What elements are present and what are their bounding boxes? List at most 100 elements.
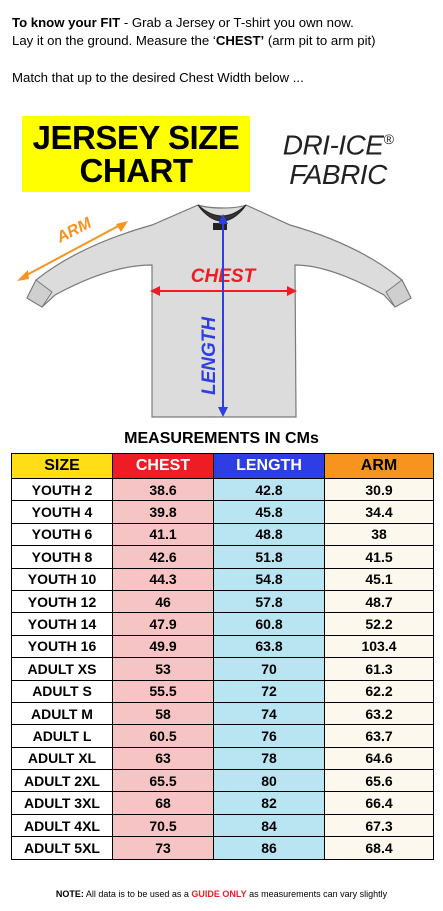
cell-arm: 65.6	[324, 769, 434, 793]
cell-length: 80	[213, 769, 325, 793]
cell-arm: 48.7	[324, 589, 434, 614]
cell-length: 82	[213, 791, 325, 815]
title-line-1: JERSEY SIZE	[32, 119, 240, 156]
cell-length: 70	[213, 657, 325, 681]
cell-arm: 34.4	[324, 500, 434, 524]
table-row: YOUTH 6 41.1 48.8 38	[11, 522, 434, 547]
cell-length: 63.8	[213, 634, 325, 659]
cell-size: ADULT 2XL	[11, 769, 113, 793]
intro-chest-bold: CHEST’	[215, 33, 265, 48]
left-cuff	[26, 279, 53, 308]
table-row: YOUTH 14 47.9 60.8 52.2	[11, 612, 434, 636]
table-row: ADULT XS 53 70 61.3	[11, 657, 434, 681]
cell-chest: 70.5	[112, 813, 214, 838]
intro-text: To know your FIT - Grab a Jersey or T-sh…	[12, 14, 437, 50]
cell-arm: 63.7	[324, 724, 434, 748]
measurements-heading: MEASUREMENTS IN CMs	[124, 430, 319, 447]
table-row: ADULT L 60.5 76 63.7	[11, 724, 434, 748]
table-header-row: SIZE CHEST LENGTH ARM	[11, 453, 434, 479]
jersey-diagram: ARM CHEST LENGTH	[17, 204, 412, 418]
cell-chest: 60.5	[112, 724, 214, 748]
chest-arrow-right	[287, 286, 297, 296]
cell-arm: 30.9	[324, 477, 434, 502]
intro-fit-bold: To know your FIT	[12, 15, 121, 30]
table-row: ADULT M 58 74 63.2	[11, 701, 434, 726]
cell-size: ADULT 5XL	[11, 836, 113, 860]
cell-size: ADULT XS	[11, 657, 113, 681]
table-row: ADULT XL 63 78 64.6	[11, 746, 434, 771]
intro-line-1-rest: - Grab a Jersey or T-shirt you own now.	[120, 15, 354, 30]
fabric-label: DRI-ICE® FABRIC	[278, 124, 398, 190]
cell-chest: 53	[112, 657, 214, 681]
table-row: YOUTH 8 42.6 51.8 41.5	[11, 545, 434, 569]
cell-length: 74	[213, 701, 325, 726]
note-label: NOTE:	[55, 889, 84, 899]
cell-chest: 38.6	[112, 477, 214, 502]
table-row: ADULT 5XL 73 86 68.4	[11, 836, 434, 860]
jersey-shape	[26, 204, 412, 418]
cell-chest: 46	[112, 589, 214, 614]
cell-length: 78	[213, 746, 325, 771]
cell-length: 86	[213, 836, 325, 860]
fabric-line-2: FABRIC	[289, 159, 387, 191]
table-row: YOUTH 12 46 57.8 48.7	[11, 589, 434, 614]
cell-chest: 58	[112, 701, 214, 726]
cell-arm: 62.2	[324, 679, 434, 703]
collar	[197, 204, 247, 222]
cell-chest: 73	[112, 836, 214, 860]
table-row: ADULT 3XL 68 82 66.4	[11, 791, 434, 815]
arm-arrow-start	[17, 270, 29, 281]
cell-chest: 49.9	[112, 634, 214, 659]
table-row: YOUTH 16 49.9 63.8 103.4	[11, 634, 434, 659]
table-row: YOUTH 4 39.8 45.8 34.4	[11, 500, 434, 524]
cell-chest: 68	[112, 791, 214, 815]
cell-arm: 66.4	[324, 791, 434, 815]
cell-chest: 42.6	[112, 545, 214, 569]
cell-size: YOUTH 16	[11, 634, 113, 659]
length-label: LENGTH	[199, 316, 220, 395]
cell-chest: 44.3	[112, 567, 214, 591]
cell-size: YOUTH 4	[11, 500, 113, 524]
header-chest: CHEST	[112, 453, 214, 479]
cell-size: YOUTH 12	[11, 589, 113, 614]
table-row: YOUTH 2 38.6 42.8 30.9	[11, 477, 434, 502]
cell-chest: 39.8	[112, 500, 214, 524]
table-row: ADULT 2XL 65.5 80 65.6	[11, 769, 434, 793]
right-cuff	[385, 279, 412, 308]
cell-arm: 61.3	[324, 657, 434, 681]
cell-chest: 63	[112, 746, 214, 771]
registered-mark: ®	[383, 131, 394, 147]
cell-chest: 55.5	[112, 679, 214, 703]
cell-size: YOUTH 6	[11, 522, 113, 547]
intro-line-2-b: (arm pit to arm pit)	[264, 33, 376, 48]
cell-length: 84	[213, 813, 325, 838]
cell-chest: 65.5	[112, 769, 214, 793]
cell-arm: 45.1	[324, 567, 434, 591]
cell-length: 60.8	[213, 612, 325, 636]
length-arrow-top	[218, 214, 228, 224]
cell-size: ADULT S	[11, 679, 113, 703]
neck-label	[213, 223, 227, 230]
header-length: LENGTH	[213, 453, 325, 479]
cell-length: 76	[213, 724, 325, 748]
cell-arm: 67.3	[324, 813, 434, 838]
cell-size: ADULT M	[11, 701, 113, 726]
chest-arrow-left	[150, 286, 160, 296]
cell-length: 48.8	[213, 522, 325, 547]
title-box: JERSEY SIZE CHART	[22, 116, 250, 192]
header-arm: ARM	[324, 453, 434, 479]
cell-length: 54.8	[213, 567, 325, 591]
note-guide-only: GUIDE ONLY	[191, 889, 247, 899]
length-arrow-bottom	[218, 407, 228, 417]
table-row: ADULT S 55.5 72 62.2	[11, 679, 434, 703]
cell-arm: 38	[324, 522, 434, 547]
cell-arm: 41.5	[324, 545, 434, 569]
cell-length: 72	[213, 679, 325, 703]
table-row: ADULT 4XL 70.5 84 67.3	[11, 813, 434, 838]
table-row: YOUTH 10 44.3 54.8 45.1	[11, 567, 434, 591]
intro-line-1: To know your FIT - Grab a Jersey or T-sh…	[12, 14, 437, 32]
cell-size: ADULT XL	[11, 746, 113, 771]
cell-length: 45.8	[213, 500, 325, 524]
cell-arm: 68.4	[324, 836, 434, 860]
note-text-a: All data is to be used as a	[83, 889, 192, 899]
